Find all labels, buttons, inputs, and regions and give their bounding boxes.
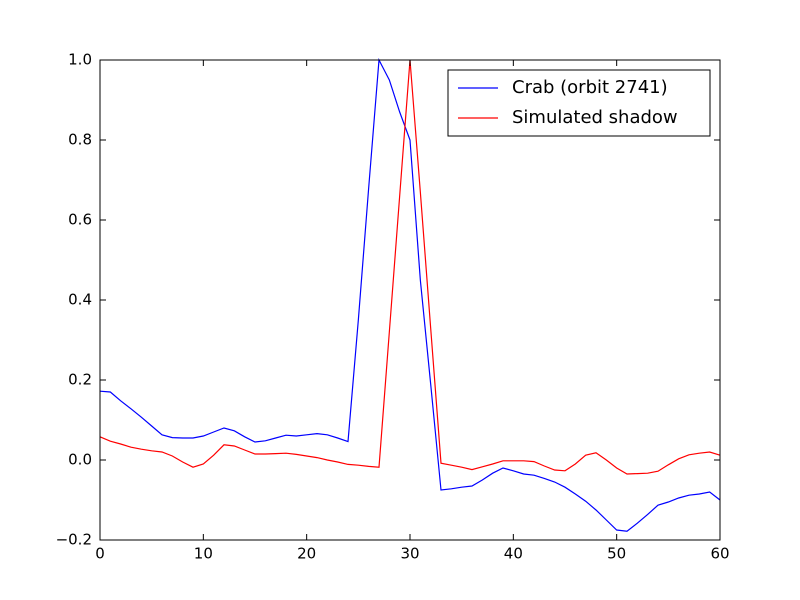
- y-tick-label: 0.0: [68, 451, 92, 469]
- x-tick-label: 30: [400, 545, 419, 563]
- y-tick-label: −0.2: [56, 531, 92, 549]
- x-tick-label: 20: [297, 545, 316, 563]
- y-tick-label: 0.8: [68, 131, 92, 149]
- legend-box: [447, 69, 711, 137]
- data-line: [99, 57, 721, 532]
- y-tick-label: 1.0: [68, 51, 92, 69]
- x-tick-label: 10: [194, 545, 213, 563]
- y-tick-label: 0.4: [68, 291, 92, 309]
- x-tick-label: 0: [95, 545, 105, 563]
- y-tick-label: 0.2: [68, 371, 92, 389]
- legend-label: Crab (orbit 2741): [512, 77, 668, 98]
- x-tick-label: 40: [504, 545, 523, 563]
- legend-label: Simulated shadow: [512, 107, 678, 128]
- y-tick-label: 0.6: [68, 211, 92, 229]
- x-tick-label: 50: [607, 545, 626, 563]
- x-tick-label: 60: [710, 545, 729, 563]
